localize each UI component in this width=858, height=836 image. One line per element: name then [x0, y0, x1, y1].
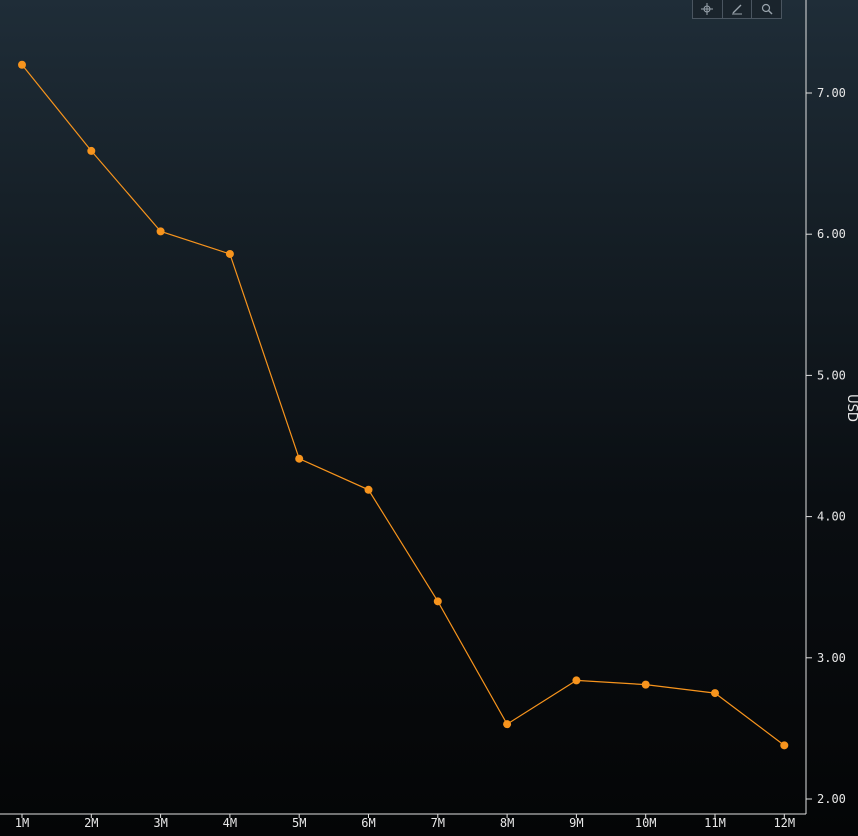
y-tick-label-0: 2.00	[817, 792, 846, 806]
x-tick-label-8: 9M	[569, 816, 583, 830]
x-tick-label-11: 12M	[773, 816, 795, 830]
y-tick-label-4: 6.00	[817, 227, 846, 241]
data-point-2M	[87, 146, 96, 155]
x-tick-label-9: 10M	[635, 816, 657, 830]
data-point-6M	[364, 485, 373, 494]
x-tick-label-10: 11M	[704, 816, 726, 830]
data-point-1M	[18, 60, 26, 69]
x-tick-label-4: 5M	[292, 816, 306, 830]
data-point-11M	[711, 689, 719, 698]
annotate-pencil-icon	[732, 4, 742, 15]
x-tick-label-5: 6M	[361, 816, 375, 830]
y-tick-label-3: 5.00	[817, 368, 846, 382]
labels-group: 2.00 3.00 4.00 5.00 6.00 7.00 1M 2M 3M 4M 5M 6M 7M 8M…	[15, 86, 858, 830]
zoom-button[interactable]	[752, 0, 781, 18]
series-group	[21, 64, 785, 746]
x-tick-label-7: 8M	[500, 816, 514, 830]
data-point-4M	[225, 249, 234, 258]
data-point-8M	[503, 720, 512, 729]
x-tick-label-3: 4M	[223, 816, 237, 830]
markers-group	[18, 60, 789, 750]
chart-toolbar	[692, 0, 782, 19]
x-tick-label-2: 3M	[153, 816, 167, 830]
x-tick-label-0: 1M	[15, 816, 29, 830]
series-line-0	[21, 64, 785, 746]
data-point-3M	[156, 227, 165, 236]
y-axis-title: USD	[844, 394, 858, 422]
zoom-magnifier-icon	[761, 3, 773, 15]
crosshair-icon	[701, 3, 714, 15]
data-point-10M	[641, 680, 650, 689]
x-tick-label-6: 7M	[431, 816, 445, 830]
data-point-12M	[780, 741, 789, 750]
data-point-9M	[572, 676, 581, 685]
y-tick-label-5: 7.00	[817, 86, 846, 100]
data-point-5M	[295, 454, 304, 463]
axes-group	[0, 0, 812, 818]
y-tick-label-2: 4.00	[817, 510, 846, 524]
x-tick-label-1: 2M	[84, 816, 98, 830]
crosshair-button[interactable]	[693, 0, 723, 18]
y-tick-label-1: 3.00	[817, 651, 846, 665]
data-point-7M	[433, 597, 442, 606]
annotate-button[interactable]	[723, 0, 753, 18]
